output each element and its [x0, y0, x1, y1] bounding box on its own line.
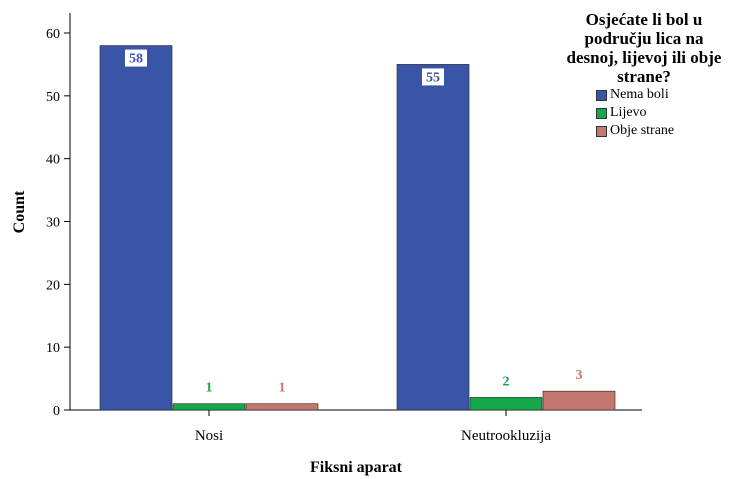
legend-title: Osjećate li bol u području lica na desno… [566, 10, 722, 86]
data-label: 2 [503, 374, 510, 389]
x-tick-label: Nosi [195, 428, 223, 444]
legend-label: Lijevo [610, 105, 647, 120]
y-tick-label: 0 [53, 404, 60, 419]
legend-item-nema-boli: Nema boli [596, 86, 728, 104]
x-axis: Nosi Neutrookluzija [70, 409, 642, 444]
x-axis-label: Fiksni aparat [310, 459, 403, 476]
legend-item-lijevo: Lijevo [596, 104, 728, 122]
data-labels: 58 1 1 55 2 3 [125, 49, 583, 396]
y-tick-label: 10 [46, 341, 60, 356]
data-label: 58 [129, 52, 143, 67]
x-tick-label: Neutrookluzija [461, 428, 551, 444]
legend-label: Obje strane [610, 123, 675, 138]
data-label-bg [125, 49, 147, 67]
y-tick-label: 50 [46, 90, 60, 105]
bar [542, 390, 616, 411]
legend-label: Nema boli [610, 87, 669, 102]
bar [245, 403, 319, 411]
legend-swatch [596, 125, 607, 137]
y-tick-label: 60 [46, 27, 60, 42]
y-axis-label: Count [11, 190, 28, 233]
y-axis: 0 10 20 30 40 50 60 [46, 13, 71, 419]
legend-swatch [596, 89, 607, 101]
y-tick-label: 30 [46, 216, 60, 231]
data-label: 55 [426, 70, 440, 85]
data-label: 3 [576, 368, 583, 383]
bars [99, 45, 616, 411]
bar [469, 397, 543, 411]
legend: Osjećate li bol u području lica na desno… [560, 10, 728, 140]
bar [396, 64, 470, 411]
bar [172, 403, 246, 411]
legend-swatch [596, 107, 607, 119]
legend-item-obje-strane: Obje strane [596, 122, 728, 140]
data-label-bg [422, 68, 444, 86]
data-label: 1 [206, 381, 213, 396]
y-tick-label: 20 [46, 278, 60, 293]
data-label: 1 [279, 381, 286, 396]
bar [99, 45, 173, 411]
y-tick-label: 40 [46, 153, 60, 168]
